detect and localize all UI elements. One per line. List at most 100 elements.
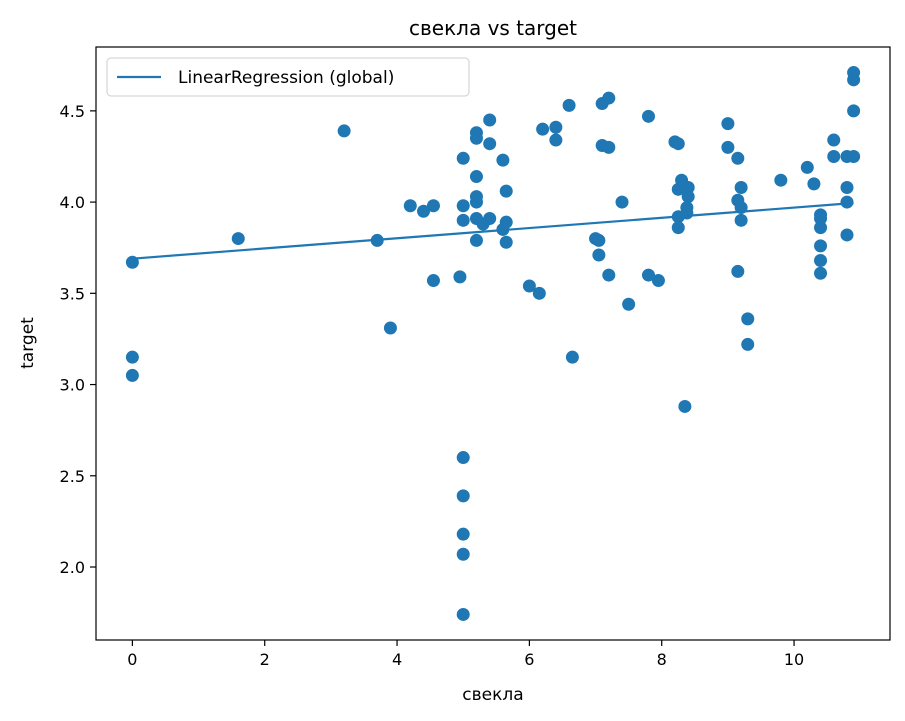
regression-line — [132, 201, 854, 260]
x-tick-label-1: 2 — [260, 650, 270, 669]
scatter-point-7 — [403, 199, 417, 213]
plot-area — [125, 66, 861, 621]
x-tick-label-4: 8 — [657, 650, 667, 669]
scatter-point-44 — [592, 233, 606, 247]
scatter-point-41 — [562, 98, 576, 112]
scatter-point-1 — [125, 350, 139, 364]
scatter-point-18 — [456, 547, 470, 561]
scatter-point-36 — [522, 279, 536, 293]
scatter-point-6 — [383, 321, 397, 335]
scatter-point-40 — [549, 133, 563, 147]
scatter-point-77 — [774, 173, 788, 187]
axes-frame — [95, 46, 891, 641]
scatter-point-87 — [827, 149, 841, 163]
scatter-point-4 — [337, 124, 351, 138]
scatter-point-16 — [456, 489, 470, 503]
scatter-point-21 — [469, 131, 483, 145]
scatter-point-94 — [847, 104, 861, 118]
scatter-point-17 — [456, 527, 470, 541]
scatter-point-37 — [532, 286, 546, 300]
scatter-point-14 — [456, 213, 470, 227]
scatter-point-69 — [731, 151, 745, 165]
scatter-point-90 — [840, 195, 854, 209]
legend: LinearRegression (global) — [106, 57, 470, 97]
scatter-point-79 — [807, 177, 821, 191]
x-axis-label: свекла — [462, 685, 523, 705]
x-tick-label-5: 10 — [784, 650, 804, 669]
x-axis: 0 2 4 6 8 10 — [127, 640, 804, 669]
y-tick-label-1: 2.5 — [60, 467, 85, 486]
scatter-point-12 — [456, 151, 470, 165]
x-tick-label-0: 0 — [127, 650, 137, 669]
scatter-point-11 — [453, 270, 467, 284]
y-tick-label-0: 2.0 — [60, 558, 85, 577]
scatter-point-45 — [592, 248, 606, 262]
scatter-point-48 — [602, 91, 616, 105]
y-tick-label-3: 3.5 — [60, 284, 85, 303]
scatter-point-75 — [741, 312, 755, 326]
scatter-point-95 — [847, 149, 861, 163]
scatter-point-22 — [469, 170, 483, 184]
x-tick-label-2: 4 — [392, 650, 402, 669]
scatter-point-84 — [814, 253, 828, 267]
scatter-point-19 — [456, 607, 470, 621]
scatter-point-38 — [536, 122, 550, 136]
scatter-point-31 — [496, 153, 510, 167]
scatter-point-76 — [741, 337, 755, 351]
scatter-point-67 — [721, 117, 735, 131]
scatter-point-3 — [231, 232, 245, 246]
scatter-point-30 — [483, 212, 497, 226]
scatter-point-85 — [814, 266, 828, 280]
scatter-point-83 — [814, 239, 828, 253]
scatter-point-53 — [641, 109, 655, 123]
scatter-point-49 — [602, 140, 616, 154]
scatter-point-63 — [681, 181, 695, 194]
scatter-point-72 — [734, 181, 748, 194]
scatter-point-91 — [840, 228, 854, 242]
scatter-point-78 — [800, 160, 814, 174]
scatter-point-52 — [622, 297, 636, 311]
scatter-point-68 — [721, 140, 735, 154]
scatter-point-55 — [651, 274, 665, 288]
scatter-point-51 — [615, 195, 629, 209]
scatter-point-34 — [499, 215, 513, 229]
y-tick-label-2: 3.0 — [60, 376, 85, 395]
legend-entry-label: LinearRegression (global) — [178, 68, 394, 88]
scatter-point-13 — [456, 199, 470, 213]
scatter-point-33 — [499, 184, 513, 198]
legend-box — [106, 57, 470, 97]
scatter-point-57 — [671, 137, 685, 151]
x-tick-label-3: 6 — [524, 650, 534, 669]
y-axis: 2.0 2.5 3.0 3.5 4.0 4.5 — [60, 102, 96, 577]
scatter-point-10 — [426, 274, 440, 288]
chart-title: свекла vs target — [409, 16, 577, 40]
scatter-point-24 — [469, 195, 483, 209]
scatter-point-9 — [426, 199, 440, 213]
y-tick-label-4: 4.0 — [60, 193, 85, 212]
scatter-point-42 — [565, 350, 579, 364]
scatter-point-64 — [681, 190, 695, 204]
scatter-point-89 — [840, 181, 854, 194]
scatter-point-71 — [731, 264, 745, 278]
scatter-point-66 — [680, 206, 694, 220]
scatter-point-93 — [847, 73, 861, 87]
scatter-point-28 — [483, 113, 497, 127]
scatter-point-26 — [469, 233, 483, 247]
y-tick-label-5: 4.5 — [60, 102, 85, 121]
scatter-point-62 — [678, 399, 692, 413]
scatter-point-82 — [814, 221, 828, 235]
y-axis-label: target — [18, 317, 38, 369]
scatter-point-39 — [549, 120, 563, 134]
scatter-point-54 — [641, 268, 655, 282]
scatter-point-81 — [814, 212, 828, 226]
scatter-point-86 — [827, 133, 841, 147]
scatter-point-15 — [456, 451, 470, 465]
scatter-point-35 — [499, 235, 513, 249]
scatter-point-50 — [602, 268, 616, 282]
scatter-point-74 — [734, 213, 748, 227]
scatter-point-29 — [483, 137, 497, 151]
scatter-point-8 — [417, 204, 431, 218]
scatter-point-2 — [125, 368, 139, 382]
scatter-point-60 — [671, 221, 685, 235]
